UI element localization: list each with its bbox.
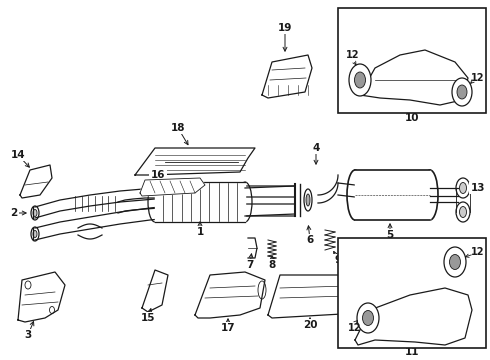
Ellipse shape	[148, 182, 162, 222]
Text: 19: 19	[278, 23, 292, 33]
Text: 11: 11	[405, 347, 419, 357]
Ellipse shape	[33, 230, 37, 238]
Bar	[338, 238, 486, 348]
Polygon shape	[195, 272, 265, 318]
Text: 13: 13	[471, 183, 485, 193]
Text: 15: 15	[141, 313, 155, 323]
Ellipse shape	[25, 281, 31, 289]
Ellipse shape	[422, 170, 438, 220]
Text: 17: 17	[220, 323, 235, 333]
Ellipse shape	[444, 247, 466, 277]
Ellipse shape	[49, 306, 54, 314]
Polygon shape	[268, 275, 355, 318]
Text: 12: 12	[471, 247, 485, 257]
Polygon shape	[140, 178, 205, 196]
Text: 2: 2	[10, 208, 18, 218]
Ellipse shape	[31, 227, 39, 241]
Text: 12: 12	[346, 50, 360, 60]
Ellipse shape	[460, 207, 466, 217]
Ellipse shape	[357, 303, 379, 333]
Text: 3: 3	[24, 330, 32, 340]
Text: 4: 4	[312, 143, 319, 153]
Text: 7: 7	[246, 260, 254, 270]
Ellipse shape	[457, 85, 467, 99]
Polygon shape	[135, 148, 255, 175]
Text: 12: 12	[348, 323, 362, 333]
Ellipse shape	[31, 206, 39, 220]
Text: 16: 16	[151, 170, 165, 180]
Ellipse shape	[306, 194, 310, 206]
Text: 14: 14	[11, 150, 25, 160]
Ellipse shape	[349, 64, 371, 96]
Bar	[338, 8, 486, 113]
Text: 10: 10	[405, 113, 419, 123]
Ellipse shape	[354, 72, 366, 88]
Text: 6: 6	[306, 235, 314, 245]
Ellipse shape	[304, 189, 312, 211]
Text: 9: 9	[335, 255, 342, 265]
Ellipse shape	[456, 202, 470, 222]
Ellipse shape	[456, 178, 470, 198]
Text: 5: 5	[387, 230, 393, 240]
Ellipse shape	[238, 182, 252, 222]
Ellipse shape	[460, 183, 466, 194]
Ellipse shape	[347, 170, 363, 220]
Text: 1: 1	[196, 227, 204, 237]
Ellipse shape	[258, 281, 266, 299]
Ellipse shape	[363, 310, 373, 325]
Polygon shape	[155, 182, 245, 222]
Polygon shape	[355, 170, 430, 220]
Text: 8: 8	[269, 260, 275, 270]
Text: 12: 12	[471, 73, 485, 83]
Ellipse shape	[449, 255, 461, 270]
Polygon shape	[262, 55, 312, 98]
Text: 18: 18	[171, 123, 185, 133]
Text: 20: 20	[303, 320, 317, 330]
Ellipse shape	[452, 78, 472, 106]
Ellipse shape	[33, 210, 37, 216]
